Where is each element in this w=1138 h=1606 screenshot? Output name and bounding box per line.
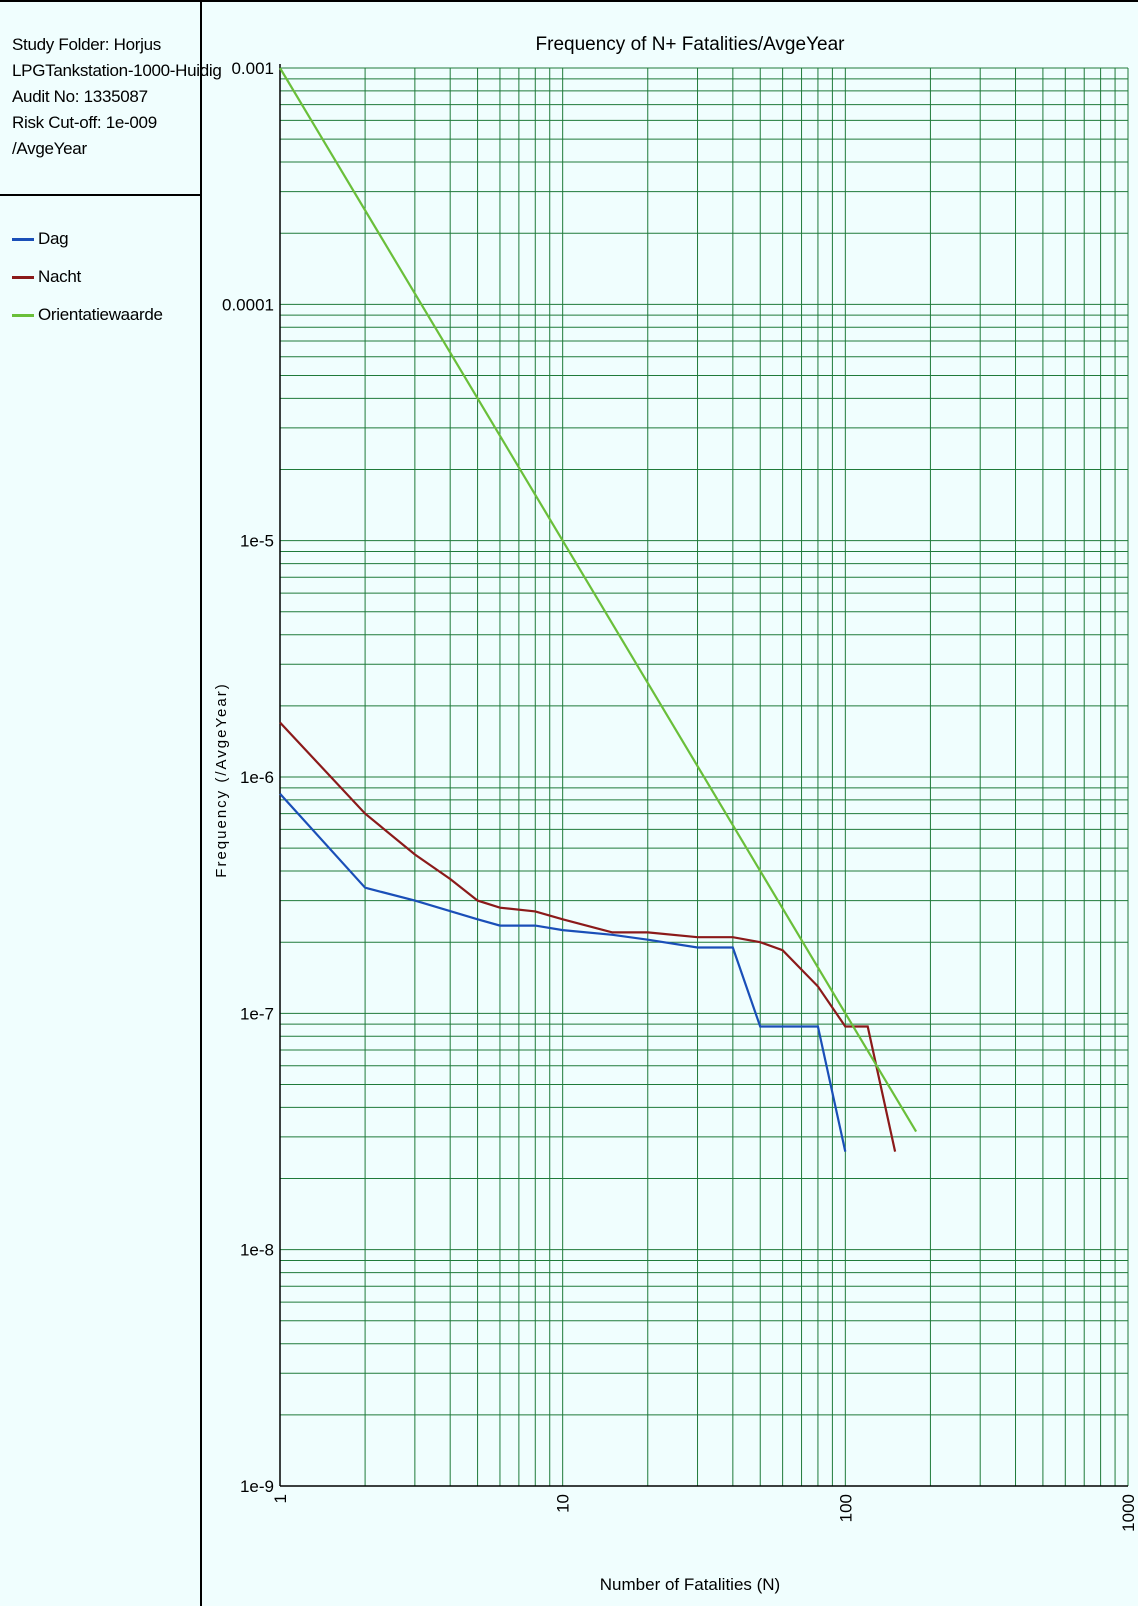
study-name-text: LPGTankstation-1000-Huidig xyxy=(12,61,222,80)
chart-title: Frequency of N+ Fatalities/AvgeYear xyxy=(536,34,846,55)
risk-cutoff-unit-text: /AvgeYear xyxy=(12,139,87,158)
left-panel: Study Folder: Horjus LPGTankstation-1000… xyxy=(0,0,222,1606)
legend-item-orientatiewaarde: Orientatiewaarde xyxy=(12,296,163,334)
legend-swatch-dag xyxy=(12,237,34,241)
risk-cutoff-text: Risk Cut-off: 1e-009 xyxy=(12,113,157,132)
y-tick-label: 1e-5 xyxy=(240,532,274,551)
legend-label-dag: Dag xyxy=(38,229,69,248)
tick-labels: 0.001 0.0001 1e-5 1e-6 1e-7 1e-8 1e-91 10 100 100… xyxy=(222,59,1138,1532)
grid xyxy=(280,67,1129,1486)
y-tick-label: 0.0001 xyxy=(222,295,274,314)
legend-swatch-nacht xyxy=(12,275,34,279)
y-tick-label: 1e-9 xyxy=(240,1477,274,1496)
y-axis-label: Frequency (/AvgeYear) xyxy=(213,682,230,877)
y-tick-label: 1e-6 xyxy=(240,768,274,787)
series-lines xyxy=(279,67,918,1152)
x-tick-label: 10 xyxy=(554,1494,573,1513)
y-tick-label: 1e-8 xyxy=(240,1241,274,1260)
series-line-orientatiewaarde xyxy=(279,67,918,1133)
legend-swatch-orientatiewaarde xyxy=(12,313,34,317)
audit-number-text: Audit No: 1335087 xyxy=(12,87,148,106)
x-tick-label: 1000 xyxy=(1119,1494,1138,1532)
series-line-dag xyxy=(279,792,847,1152)
study-info-box: Study Folder: Horjus LPGTankstation-1000… xyxy=(0,2,222,196)
legend-label-nacht: Nacht xyxy=(38,267,81,286)
x-axis-label: Number of Fatalities (N) xyxy=(600,1575,780,1594)
y-tick-label: 1e-7 xyxy=(240,1004,274,1023)
study-folder-text: Study Folder: Horjus xyxy=(12,35,161,54)
axes xyxy=(279,64,1128,1487)
legend-label-orientatiewaarde: Orientatiewaarde xyxy=(38,305,163,324)
series-line-nacht xyxy=(279,721,897,1152)
x-tick-label: 1 xyxy=(271,1494,290,1503)
legend: Dag Nacht Orientatiewaarde xyxy=(12,220,163,334)
legend-item-nacht: Nacht xyxy=(12,258,163,296)
legend-item-dag: Dag xyxy=(12,220,163,258)
top-border xyxy=(0,0,1138,2)
x-tick-label: 100 xyxy=(836,1494,855,1522)
y-tick-label: 0.001 xyxy=(231,59,274,78)
